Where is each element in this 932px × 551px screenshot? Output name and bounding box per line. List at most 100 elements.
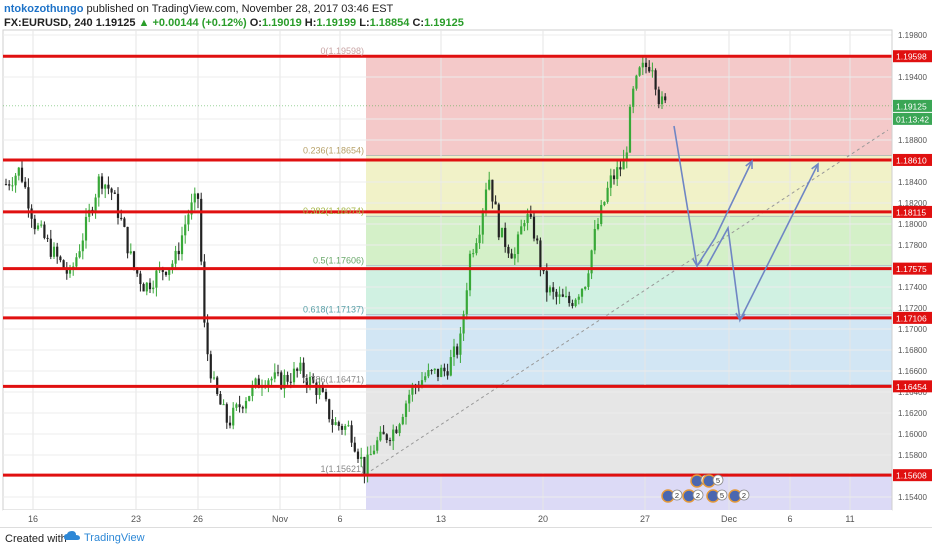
candle-body: [33, 218, 36, 230]
fib-level-label: 0.236(1.18654): [303, 145, 364, 155]
candle-body: [196, 193, 200, 199]
arrowhead-icon: [692, 258, 703, 268]
price-tick-label: 1.18200: [898, 199, 927, 208]
candle-body: [305, 377, 308, 386]
horizontal-levels: [3, 54, 892, 477]
time-tick-label: Dec: [721, 514, 738, 524]
candle-body: [571, 303, 574, 307]
level-price-text: 1.19598: [896, 52, 927, 62]
level-price-tag: [893, 153, 932, 166]
candle-body: [206, 322, 209, 355]
candle-body: [113, 192, 116, 194]
candle-body: [500, 227, 504, 238]
candle-body: [270, 378, 273, 381]
open-value: 1.19019: [261, 17, 302, 29]
candle-body: [344, 425, 347, 430]
level-price-tag: [893, 469, 932, 482]
candle-body: [587, 273, 590, 287]
candle-body: [379, 431, 382, 441]
candle-body: [299, 362, 302, 371]
candle-body: [328, 399, 331, 420]
candle-body: [107, 184, 110, 189]
candle-body: [411, 386, 414, 395]
level-price-text: 1.18115: [896, 207, 926, 217]
candle-body: [168, 268, 171, 275]
low-value: 1.18854: [369, 17, 410, 29]
candle-body: [628, 106, 632, 153]
event-count-badge: [712, 474, 724, 486]
candle-body: [619, 167, 622, 170]
candle-body: [660, 96, 664, 105]
candle-body: [452, 346, 456, 358]
time-tick-label: 16: [28, 514, 38, 524]
candle-body: [545, 271, 548, 293]
candle-body: [110, 188, 113, 193]
candle-body: [132, 251, 136, 268]
event-count-label: 2: [742, 491, 746, 500]
candle-body: [561, 294, 564, 297]
candle-body: [43, 224, 46, 238]
chart-header: ntokozothungo published on TradingView.c…: [0, 0, 932, 30]
time-tick-label: 23: [131, 514, 141, 524]
candle-body: [203, 261, 206, 323]
candle-body: [574, 299, 577, 307]
candle-body: [513, 254, 516, 259]
level-price-text: 1.15608: [896, 471, 927, 481]
candle-body: [312, 376, 315, 383]
low-label: L:: [359, 17, 370, 29]
price-tick-label: 1.16200: [898, 409, 927, 418]
candle-body: [11, 185, 14, 187]
candle-body: [59, 256, 62, 261]
close-label: C:: [412, 17, 425, 29]
candle-body: [433, 368, 436, 371]
candle-body: [555, 291, 558, 297]
price-tick-label: 1.18800: [898, 136, 927, 145]
tradingview-logo[interactable]: TradingView: [64, 531, 145, 544]
candle-body: [116, 193, 120, 218]
fib-zone: [366, 155, 892, 217]
event-count-badge: [716, 489, 728, 501]
price-tick-label: 1.18000: [898, 220, 927, 229]
candle-body: [388, 440, 392, 442]
candle-body: [462, 314, 465, 334]
price-chart[interactable]: 0(1.19598) 0.236(1.18654) 0.382(1.18074) 0.…: [0, 0, 932, 527]
candle-body: [356, 451, 360, 459]
candle-body: [315, 382, 318, 395]
projection-arrow-path: [673, 125, 753, 269]
event-count-label: 5: [720, 491, 724, 500]
candle-body: [657, 89, 660, 105]
publish-date: published on TradingView.com, November 2…: [86, 3, 394, 15]
time-axis[interactable]: [3, 510, 892, 527]
candle-body: [267, 380, 270, 386]
candle-body: [520, 226, 523, 235]
candle-body: [200, 198, 203, 262]
level-price-tag: [893, 380, 932, 393]
candle-body: [385, 434, 388, 441]
candle-body: [593, 229, 596, 251]
candle-body: [334, 422, 337, 425]
candle-body: [558, 294, 561, 297]
candle-body: [577, 296, 580, 300]
candle-body: [180, 235, 184, 255]
candle-body: [612, 175, 616, 180]
candle-body: [459, 333, 462, 355]
candle-body: [129, 251, 132, 254]
candle-body: [488, 179, 491, 190]
close-value: 1.19125: [424, 17, 464, 29]
candle-body: [289, 381, 292, 383]
symbol-label: FX:EURUSD, 240: [4, 17, 93, 29]
candle-body: [369, 454, 372, 456]
candle-body: [193, 193, 196, 203]
candle-body: [296, 368, 299, 371]
event-count-label: 5: [716, 476, 720, 485]
candle-body: [443, 367, 446, 372]
event-count-badge: [671, 489, 683, 501]
author-name[interactable]: ntokozothungo: [4, 3, 84, 15]
created-with-label: Created with: [5, 533, 67, 545]
arrowhead-icon: [745, 159, 753, 170]
candle-body: [276, 372, 280, 374]
candle-body: [20, 167, 24, 182]
arrowhead-icon: [735, 312, 746, 322]
candle-body: [523, 223, 526, 227]
last-price: 1.19125: [95, 17, 136, 29]
